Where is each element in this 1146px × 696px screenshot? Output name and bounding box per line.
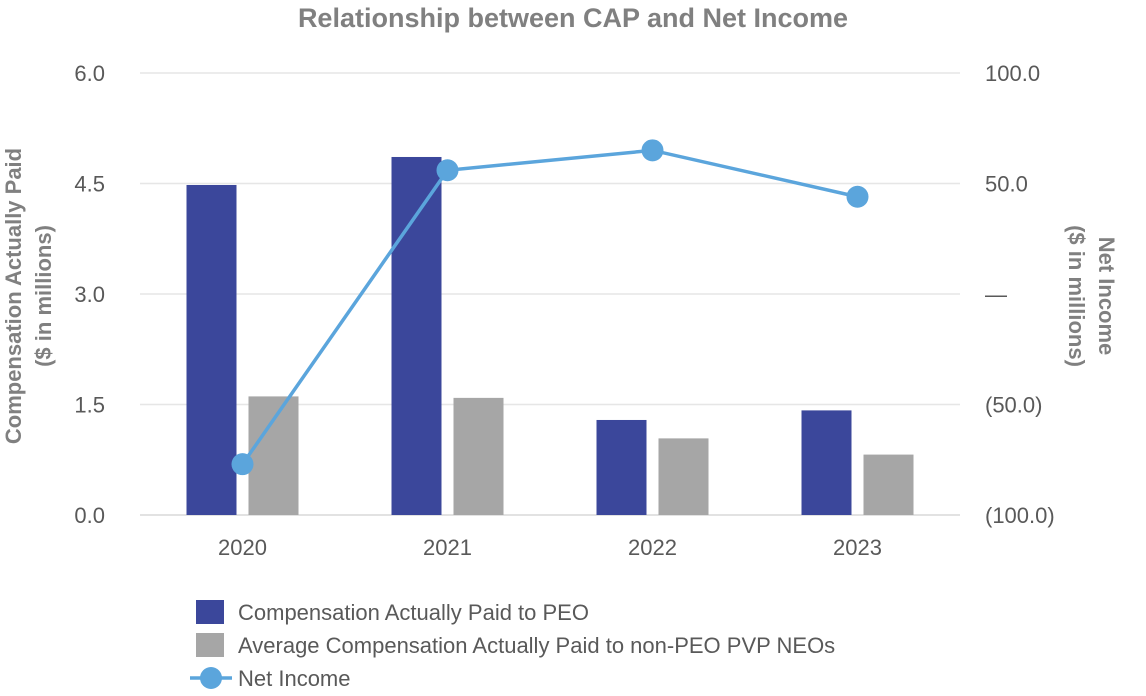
peo-bar-2021 bbox=[391, 156, 442, 516]
legend-label-2: Net Income bbox=[238, 666, 351, 691]
neo-bar-2020 bbox=[248, 396, 299, 515]
x-tick-label: 2023 bbox=[833, 535, 882, 560]
legend-label-1: Average Compensation Actually Paid to no… bbox=[238, 633, 835, 658]
neo-bar-2021 bbox=[453, 397, 504, 515]
x-tick-label: 2021 bbox=[423, 535, 472, 560]
peo-bar-2020 bbox=[186, 184, 237, 515]
net-income-point-2023 bbox=[846, 185, 869, 208]
left-axis-title-line2: ($ in millions) bbox=[31, 225, 56, 367]
right-tick-label: 100.0 bbox=[985, 61, 1040, 86]
right-tick-label: (50.0) bbox=[985, 393, 1042, 418]
bars bbox=[186, 156, 914, 516]
net-income-point-2022 bbox=[641, 139, 664, 162]
legend-swatch-1 bbox=[196, 633, 224, 657]
peo-bar-2022 bbox=[596, 419, 647, 515]
left-tick-label: 0.0 bbox=[74, 503, 105, 528]
left-axis-ticks: 0.0 1.5 3.0 4.5 6.0 bbox=[74, 61, 105, 528]
x-tick-label: 2022 bbox=[628, 535, 677, 560]
legend: Compensation Actually Paid to PEO Average… bbox=[190, 600, 835, 691]
right-tick-label: — bbox=[985, 282, 1007, 307]
left-axis-title-line1: Compensation Actually Paid bbox=[1, 148, 26, 444]
left-tick-label: 4.5 bbox=[74, 172, 105, 197]
right-tick-label: (100.0) bbox=[985, 503, 1055, 528]
legend-swatch-0 bbox=[196, 600, 224, 624]
net-income-point-2020 bbox=[231, 453, 254, 476]
x-axis-ticks: 2020 2021 2022 2023 bbox=[218, 535, 882, 560]
x-tick-label: 2020 bbox=[218, 535, 267, 560]
net-income-line bbox=[231, 139, 869, 476]
legend-label-0: Compensation Actually Paid to PEO bbox=[238, 600, 589, 625]
neo-bar-2023 bbox=[863, 454, 914, 515]
left-tick-label: 3.0 bbox=[74, 282, 105, 307]
neo-bar-2022 bbox=[658, 438, 709, 515]
net-income-polyline bbox=[241, 148, 858, 466]
left-tick-label: 6.0 bbox=[74, 61, 105, 86]
left-tick-label: 1.5 bbox=[74, 393, 105, 418]
right-axis-ticks: (100.0) (50.0) — 50.0 100.0 bbox=[985, 61, 1055, 528]
right-axis-title-line2: ($ in millions) bbox=[1064, 225, 1089, 367]
right-axis-title-line1: Net Income bbox=[1094, 237, 1119, 356]
chart-title: Relationship between CAP and Net Income bbox=[298, 3, 848, 33]
peo-bar-2023 bbox=[801, 410, 852, 515]
right-tick-label: 50.0 bbox=[985, 172, 1028, 197]
legend-marker bbox=[200, 667, 222, 689]
net-income-point-2021 bbox=[436, 159, 459, 182]
